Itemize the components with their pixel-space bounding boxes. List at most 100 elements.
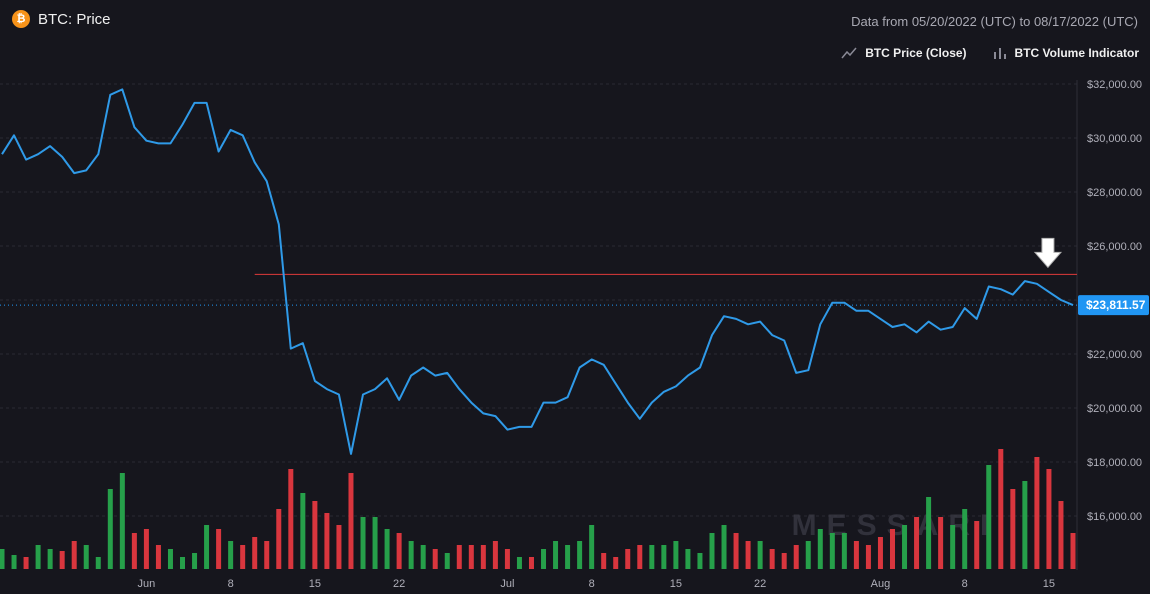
x-tick-label: 22 <box>393 578 405 590</box>
volume-bar <box>817 529 823 569</box>
bitcoin-icon: ₿ <box>12 10 30 28</box>
volume-bar <box>914 517 920 569</box>
x-tick-label: 15 <box>670 578 682 590</box>
volume-bar <box>697 553 703 569</box>
volume-bar <box>444 553 450 569</box>
volume-bar <box>889 529 895 569</box>
x-tick-label: 22 <box>754 578 766 590</box>
volume-bar <box>950 525 956 569</box>
volume-bar <box>23 557 29 569</box>
volume-bar <box>468 545 474 569</box>
y-tick-label: $18,000.00 <box>1087 457 1142 469</box>
x-tick-label: Jun <box>138 578 156 590</box>
volume-bar <box>1070 533 1076 569</box>
x-tick-label: 15 <box>309 578 321 590</box>
down-arrow-icon <box>1033 237 1063 269</box>
volume-bar <box>11 555 17 569</box>
volume-bar <box>986 465 992 569</box>
volume-bar <box>673 541 679 569</box>
y-tick-label: $16,000.00 <box>1087 511 1142 523</box>
volume-bar <box>1058 501 1064 569</box>
chart-header: ₿ BTC: Price <box>12 10 111 28</box>
volume-bar <box>877 537 883 569</box>
legend-item-price[interactable]: BTC Price (Close) <box>841 46 967 60</box>
y-tick-label: $20,000.00 <box>1087 403 1142 415</box>
y-tick-label: $22,000.00 <box>1087 349 1142 361</box>
gridlines <box>0 83 1077 517</box>
volume-bar <box>228 541 234 569</box>
volume-bar <box>649 545 655 569</box>
volume-bar <box>769 549 775 569</box>
y-tick-label: $26,000.00 <box>1087 241 1142 253</box>
volume-bar <box>733 533 739 569</box>
volume-bar <box>408 541 414 569</box>
volume-bar <box>288 469 294 569</box>
volume-bar <box>745 541 751 569</box>
x-tick-label: Aug <box>871 578 891 590</box>
last-price-label: $23,811.57 <box>1086 298 1146 312</box>
volume-bar <box>565 545 571 569</box>
volume-bar <box>974 521 980 569</box>
volume-bar <box>781 553 787 569</box>
volume-bar <box>107 489 113 569</box>
volume-bar <box>252 537 258 569</box>
x-tick-label: 8 <box>589 578 595 590</box>
volume-bar <box>312 501 318 569</box>
volume-bar <box>264 541 270 569</box>
y-tick-label: $28,000.00 <box>1087 187 1142 199</box>
volume-bar <box>1010 489 1016 569</box>
y-tick-label: $32,000.00 <box>1087 79 1142 91</box>
volume-bar <box>0 549 5 569</box>
volume-bar <box>829 533 835 569</box>
volume-bar <box>216 529 222 569</box>
volume-bar <box>240 545 246 569</box>
legend: BTC Price (Close) BTC Volume Indicator <box>841 46 1139 60</box>
volume-bar <box>336 525 342 569</box>
volume-bar <box>541 549 547 569</box>
volume-bar <box>685 549 691 569</box>
volume-bar <box>613 557 619 569</box>
chart-title: BTC: Price <box>38 10 111 28</box>
time-axis: Jun 8 15 22 Jul 8 15 22 Aug 8 15 <box>138 578 1056 590</box>
volume-bar <box>841 533 847 569</box>
volume-bar <box>601 553 607 569</box>
legend-price-label: BTC Price (Close) <box>865 46 967 60</box>
volume-bar <box>35 545 41 569</box>
volume-bar <box>396 533 402 569</box>
volume-bar <box>757 541 763 569</box>
bar-chart-icon <box>993 48 1006 59</box>
volume-bar <box>721 525 727 569</box>
line-chart-icon <box>841 47 857 59</box>
volume-bar <box>1022 481 1028 569</box>
volume-bars <box>0 449 1076 569</box>
volume-bar <box>1034 457 1040 569</box>
volume-bar <box>805 541 811 569</box>
legend-item-volume[interactable]: BTC Volume Indicator <box>993 46 1139 60</box>
volume-bar <box>661 545 667 569</box>
volume-bar <box>902 525 908 569</box>
price-axis: $16,000.00 $18,000.00 $20,000.00 $22,000.00… <box>1087 79 1142 523</box>
volume-bar <box>348 473 354 569</box>
volume-bar <box>998 449 1004 569</box>
volume-bar <box>119 473 125 569</box>
volume-bar <box>372 517 378 569</box>
volume-bar <box>47 549 53 569</box>
volume-bar <box>456 545 462 569</box>
volume-bar <box>300 493 306 569</box>
volume-bar <box>1046 469 1052 569</box>
y-tick-label: $30,000.00 <box>1087 133 1142 145</box>
volume-bar <box>962 509 968 569</box>
volume-bar <box>324 513 330 569</box>
x-tick-label: 8 <box>228 578 234 590</box>
volume-bar <box>637 545 643 569</box>
volume-bar <box>926 497 932 569</box>
volume-bar <box>143 529 149 569</box>
x-tick-label: 15 <box>1043 578 1055 590</box>
volume-bar <box>432 549 438 569</box>
volume-bar <box>192 553 198 569</box>
date-range-text: Data from 05/20/2022 (UTC) to 08/17/2022… <box>851 14 1138 29</box>
last-price-tag <box>1078 295 1149 316</box>
x-tick-label: Jul <box>500 578 514 590</box>
